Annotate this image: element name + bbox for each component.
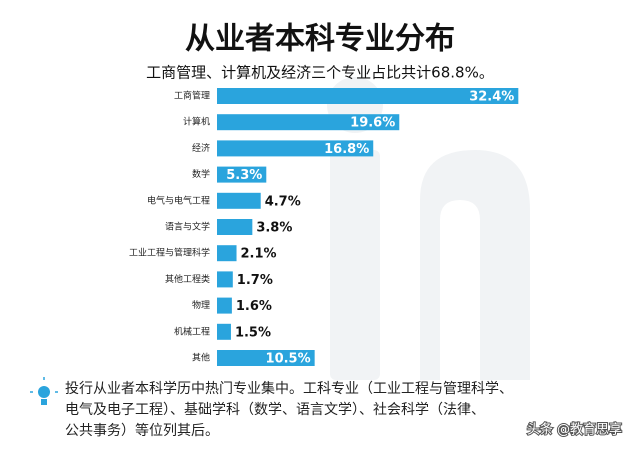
value-label: 5.3% [226, 168, 262, 183]
value-label: 4.7% [265, 194, 301, 209]
bar [217, 297, 232, 314]
chart-title: 从业者本科专业分布 [185, 22, 455, 57]
bar [217, 166, 267, 183]
category-label: 经济 [192, 142, 210, 154]
note-line: 电气及电子工程）、基础学科（数学、语言文学）、社会科学（法律、 [65, 401, 485, 418]
category-label: 语言与文学 [165, 221, 210, 233]
value-label: 3.8% [256, 221, 292, 236]
value-label: 32.4% [469, 90, 514, 105]
bar [217, 192, 261, 209]
bar [217, 323, 231, 340]
watermark: 头条 @教育思享 [527, 422, 622, 438]
bar [217, 88, 519, 104]
category-label: 工业工程与管理科学 [129, 247, 210, 259]
value-label: 1.7% [237, 273, 273, 288]
chart-subtitle: 工商管理、计算机及经济三个专业占比共计68.8%。 [146, 64, 494, 82]
bar [217, 271, 233, 288]
category-label: 其他 [192, 352, 210, 364]
bar [217, 245, 237, 262]
note-line: 公共事务）等位列其后。 [65, 422, 219, 439]
bulb-icon [30, 377, 58, 405]
value-label: 1.6% [236, 299, 272, 314]
bar [217, 350, 315, 366]
category-label: 其他工程类 [165, 273, 210, 285]
note-line: 投行从业者本科学历中热门专业集中。工科专业（工业工程与管理科学、 [65, 380, 513, 397]
category-label: 数学 [192, 168, 210, 180]
bar [217, 114, 400, 131]
bar [217, 140, 374, 157]
category-label: 机械工程 [174, 325, 210, 337]
bar [217, 219, 253, 235]
value-label: 1.5% [235, 325, 271, 340]
value-label: 16.8% [324, 142, 369, 157]
value-label: 19.6% [350, 116, 395, 131]
value-label: 2.1% [241, 247, 277, 262]
value-label: 10.5% [266, 352, 311, 367]
category-label: 计算机 [183, 116, 210, 128]
category-label: 电气与电气工程 [147, 194, 210, 206]
category-label: 工商管理 [174, 90, 210, 102]
category-label: 物理 [192, 299, 210, 311]
